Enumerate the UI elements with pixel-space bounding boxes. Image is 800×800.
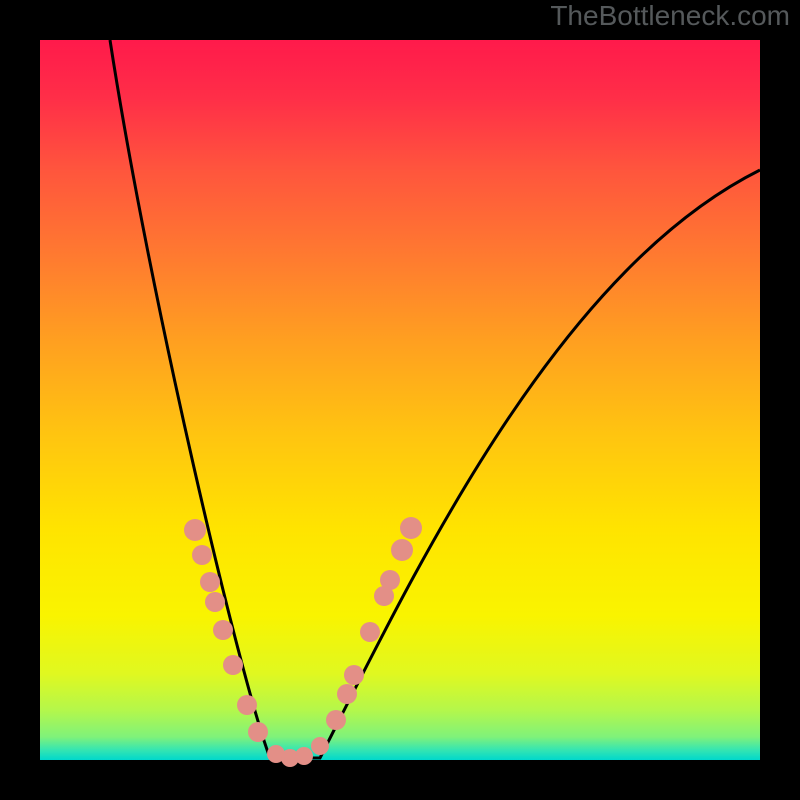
chart-svg: [0, 0, 800, 800]
data-point: [237, 695, 257, 715]
data-point: [200, 572, 220, 592]
data-point: [184, 519, 206, 541]
data-point: [380, 570, 400, 590]
plot-background: [40, 40, 760, 760]
data-point: [248, 722, 268, 742]
data-point: [205, 592, 225, 612]
data-point: [337, 684, 357, 704]
data-point: [400, 517, 422, 539]
data-point: [326, 710, 346, 730]
watermark-text: TheBottleneck.com: [550, 0, 790, 32]
data-point: [223, 655, 243, 675]
data-point: [344, 665, 364, 685]
data-point: [295, 747, 313, 765]
data-point: [192, 545, 212, 565]
data-point: [360, 622, 380, 642]
data-point: [213, 620, 233, 640]
data-point: [391, 539, 413, 561]
chart-container: TheBottleneck.com: [0, 0, 800, 800]
data-point: [311, 737, 329, 755]
